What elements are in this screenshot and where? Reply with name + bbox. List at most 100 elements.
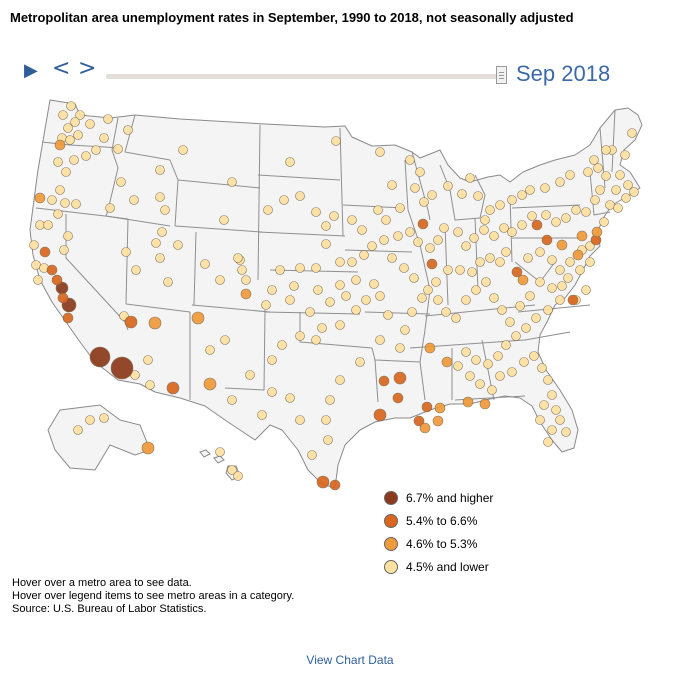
metro-marker[interactable] — [551, 405, 561, 415]
metro-marker[interactable] — [523, 253, 533, 263]
metro-marker[interactable] — [517, 220, 527, 230]
metro-marker[interactable] — [215, 447, 225, 457]
metro-marker[interactable] — [621, 193, 631, 203]
metro-marker[interactable] — [166, 381, 180, 395]
metro-marker[interactable] — [116, 177, 126, 187]
metro-marker[interactable] — [426, 258, 438, 270]
metro-marker[interactable] — [525, 291, 535, 301]
metro-marker[interactable] — [535, 247, 545, 257]
metro-marker[interactable] — [511, 331, 521, 341]
metro-marker[interactable] — [191, 311, 205, 325]
metro-marker[interactable] — [227, 395, 237, 405]
metro-marker[interactable] — [316, 475, 330, 489]
metro-marker[interactable] — [261, 300, 271, 310]
metro-marker[interactable] — [543, 437, 553, 447]
metro-marker[interactable] — [507, 367, 517, 377]
metro-marker[interactable] — [263, 205, 273, 215]
metro-marker[interactable] — [59, 245, 69, 255]
metro-marker[interactable] — [375, 147, 385, 157]
metro-marker[interactable] — [620, 150, 630, 160]
metro-marker[interactable] — [311, 263, 321, 273]
metro-marker[interactable] — [541, 210, 551, 220]
metro-marker[interactable] — [432, 415, 444, 427]
metro-marker[interactable] — [441, 356, 453, 368]
metro-marker[interactable] — [289, 281, 299, 291]
metro-marker[interactable] — [427, 190, 437, 200]
metro-marker[interactable] — [155, 192, 165, 202]
metro-marker[interactable] — [163, 277, 173, 287]
metro-marker[interactable] — [413, 415, 425, 427]
metro-marker[interactable] — [462, 396, 474, 408]
metro-marker[interactable] — [471, 355, 481, 365]
metro-marker[interactable] — [110, 356, 134, 380]
metro-marker[interactable] — [151, 238, 161, 248]
metro-marker[interactable] — [361, 295, 371, 305]
metro-marker[interactable] — [275, 265, 285, 275]
metro-marker[interactable] — [69, 155, 79, 165]
metro-marker[interactable] — [355, 357, 365, 367]
metro-marker[interactable] — [417, 218, 429, 230]
metro-marker[interactable] — [451, 313, 461, 323]
metro-marker[interactable] — [31, 260, 41, 270]
metro-marker[interactable] — [65, 135, 75, 145]
metro-marker[interactable] — [331, 136, 341, 146]
metro-marker[interactable] — [381, 215, 391, 225]
metro-marker[interactable] — [501, 247, 511, 257]
metro-marker[interactable] — [313, 285, 323, 295]
metro-marker[interactable] — [615, 170, 625, 180]
metro-marker[interactable] — [541, 234, 553, 246]
metro-marker[interactable] — [378, 375, 390, 387]
metro-marker[interactable] — [453, 227, 463, 237]
metro-marker[interactable] — [475, 379, 485, 389]
time-slider-handle[interactable] — [496, 66, 507, 84]
metro-marker[interactable] — [507, 227, 517, 237]
metro-marker[interactable] — [590, 195, 600, 205]
metro-marker[interactable] — [393, 371, 407, 385]
metro-marker[interactable] — [295, 263, 305, 273]
metro-marker[interactable] — [547, 425, 557, 435]
metro-marker[interactable] — [335, 280, 345, 290]
metro-marker[interactable] — [471, 285, 481, 295]
metro-marker[interactable] — [433, 295, 443, 305]
metro-marker[interactable] — [70, 117, 80, 127]
metro-marker[interactable] — [357, 225, 367, 235]
metro-marker[interactable] — [73, 130, 83, 140]
metro-marker[interactable] — [493, 351, 503, 361]
metro-marker[interactable] — [409, 273, 419, 283]
metro-marker[interactable] — [233, 253, 243, 263]
metro-marker[interactable] — [62, 312, 74, 324]
metro-marker[interactable] — [351, 275, 361, 285]
metro-marker[interactable] — [219, 215, 229, 225]
metro-marker[interactable] — [461, 241, 471, 251]
metro-marker[interactable] — [71, 199, 81, 209]
metro-marker[interactable] — [611, 185, 621, 195]
metro-marker[interactable] — [75, 110, 85, 120]
metro-marker[interactable] — [455, 265, 465, 275]
metro-marker[interactable] — [329, 479, 341, 491]
metro-marker[interactable] — [157, 227, 167, 237]
metro-marker[interactable] — [469, 233, 479, 243]
metro-marker[interactable] — [311, 335, 321, 345]
metro-marker[interactable] — [99, 413, 109, 423]
metro-marker[interactable] — [505, 317, 515, 327]
metro-marker[interactable] — [395, 343, 405, 353]
metro-marker[interactable] — [527, 211, 537, 221]
metro-marker[interactable] — [501, 340, 511, 350]
metro-marker[interactable] — [561, 213, 571, 223]
metro-marker[interactable] — [425, 243, 435, 253]
metro-marker[interactable] — [517, 190, 527, 200]
metro-marker[interactable] — [583, 167, 593, 177]
metro-marker[interactable] — [321, 415, 331, 425]
metro-marker[interactable] — [335, 257, 345, 267]
metro-marker[interactable] — [489, 293, 499, 303]
metro-marker[interactable] — [124, 315, 138, 329]
metro-marker[interactable] — [277, 340, 287, 350]
metro-marker[interactable] — [443, 265, 453, 275]
metro-marker[interactable] — [497, 305, 507, 315]
metro-marker[interactable] — [215, 275, 225, 285]
metro-marker[interactable] — [465, 371, 475, 381]
metro-marker[interactable] — [419, 422, 431, 434]
metro-marker[interactable] — [321, 221, 331, 231]
time-slider-track[interactable] — [106, 74, 504, 79]
metro-marker[interactable] — [539, 400, 549, 410]
